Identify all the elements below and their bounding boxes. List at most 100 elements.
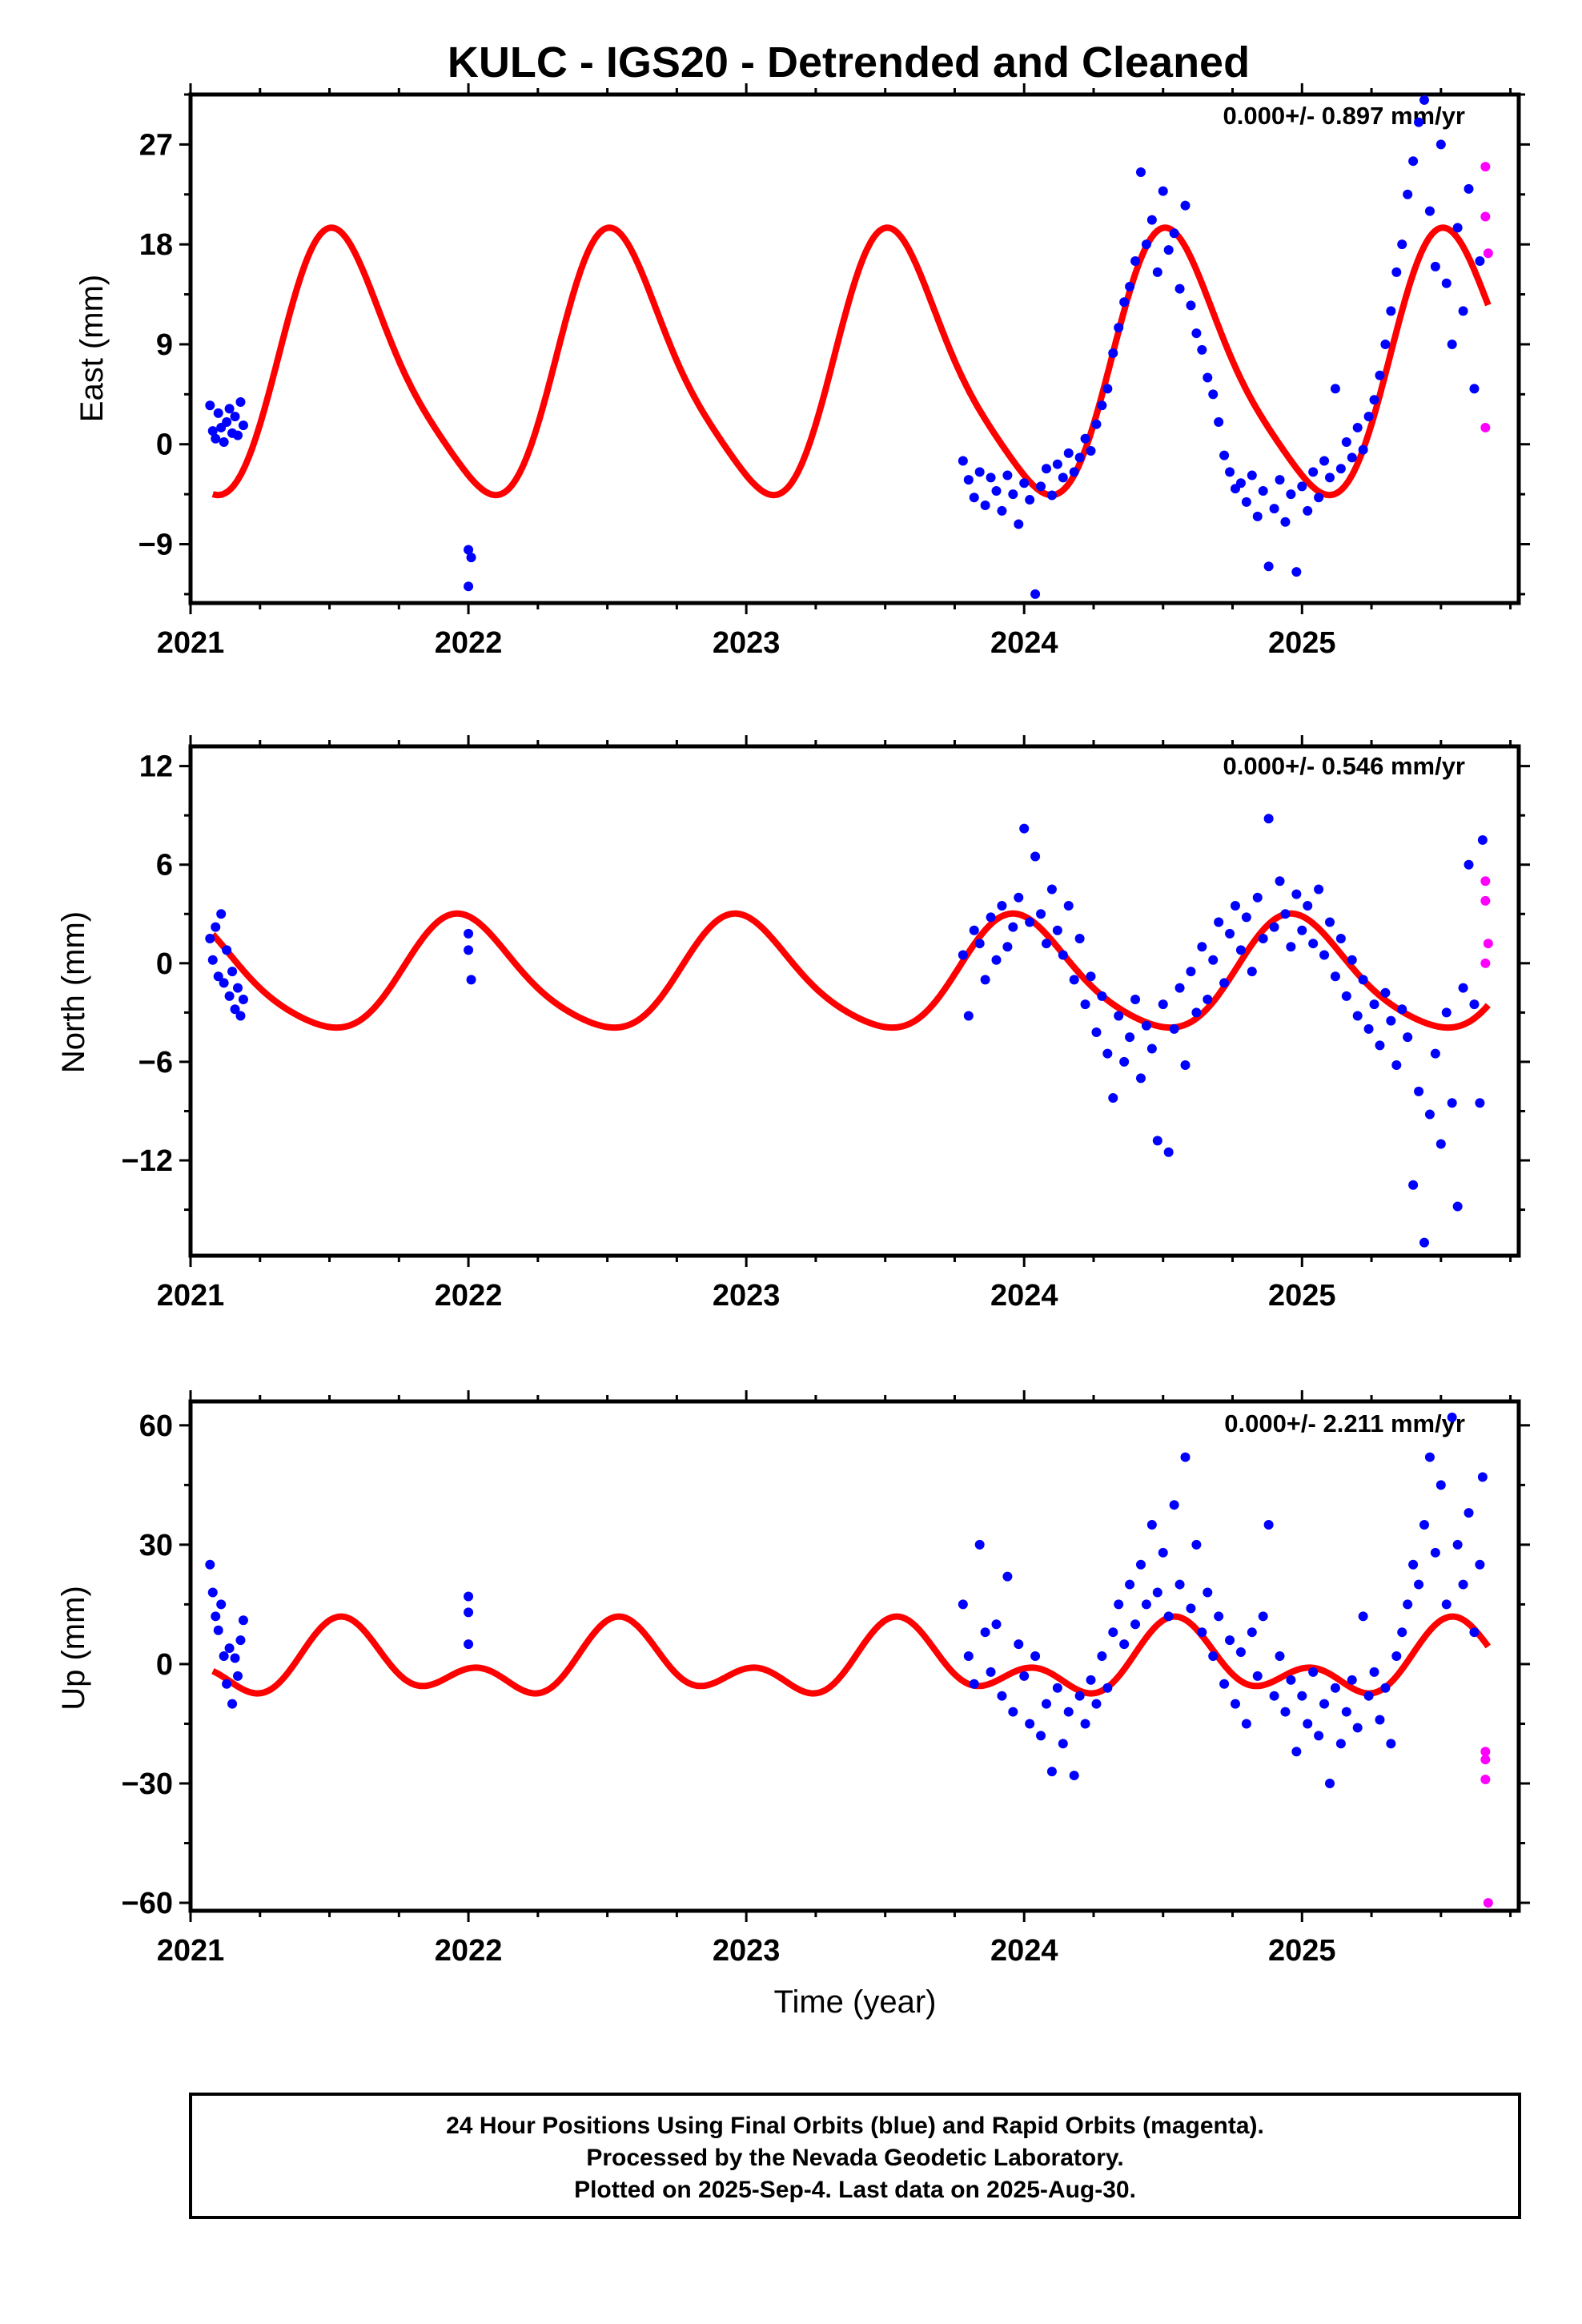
east-final-point	[969, 493, 979, 503]
east-final-point	[1386, 306, 1396, 316]
up-final-point	[1046, 1767, 1057, 1777]
north-final-point	[1158, 999, 1168, 1010]
north-final-point	[1108, 1093, 1118, 1104]
x-axis-label: Time (year)	[774, 1984, 937, 2020]
north-final-point	[464, 945, 474, 955]
east-final-point	[1458, 306, 1468, 316]
north-model-curve	[210, 910, 1491, 1031]
north-final-point	[1091, 1027, 1102, 1037]
north-final-point	[1191, 1007, 1202, 1018]
up-final-point	[1280, 1707, 1291, 1717]
north-final-point	[1235, 945, 1246, 955]
north-final-point	[1430, 1048, 1440, 1059]
north-final-point	[1330, 971, 1340, 982]
north-final-point	[1135, 1073, 1146, 1084]
up-final-point	[1036, 1731, 1046, 1741]
east-y-tick-label: −9	[139, 529, 173, 562]
north-final-point	[1391, 1060, 1402, 1071]
up-final-point	[1303, 1719, 1313, 1729]
north-final-point	[980, 975, 990, 985]
up-final-point	[207, 1587, 218, 1598]
north-final-point	[1369, 999, 1379, 1010]
north-final-point	[1347, 955, 1357, 965]
north-axis-label: North (mm)	[56, 911, 91, 1073]
north-final-point	[1063, 901, 1074, 911]
chart-title: KULC - IGS20 - Detrended and Cleaned	[448, 38, 1250, 86]
up-final-point	[1397, 1627, 1407, 1638]
up-final-point	[1241, 1719, 1251, 1729]
north-final-point	[1286, 942, 1296, 952]
up-final-point	[1335, 1739, 1346, 1749]
east-final-point	[211, 433, 221, 444]
north-final-point	[205, 934, 215, 944]
up-final-point	[224, 1643, 235, 1654]
north-final-point	[1036, 909, 1046, 919]
north-final-point	[1475, 1098, 1485, 1108]
north-final-point	[1086, 971, 1096, 982]
north-final-point	[1435, 1139, 1446, 1149]
east-final-point	[235, 397, 246, 408]
north-final-point	[1146, 1043, 1157, 1054]
east-final-point	[1303, 505, 1313, 516]
north-final-point	[1152, 1136, 1162, 1146]
east-final-point	[1214, 417, 1224, 428]
north-final-point	[1030, 851, 1041, 862]
east-final-point	[1430, 261, 1440, 271]
up-final-point	[1174, 1579, 1185, 1590]
up-final-point	[1469, 1627, 1480, 1638]
up-final-point	[1119, 1639, 1130, 1650]
east-final-point	[974, 467, 985, 477]
east-final-point	[1363, 412, 1374, 422]
north-final-point	[1469, 999, 1480, 1010]
east-final-point	[997, 505, 1007, 516]
north-final-point	[1397, 1004, 1407, 1015]
east-final-point	[1141, 239, 1151, 250]
north-final-point	[1352, 1011, 1363, 1021]
footer-box: 24 Hour Positions Using Final Orbits (bl…	[189, 2093, 1521, 2219]
north-final-point	[1314, 884, 1324, 895]
up-final-point	[1475, 1559, 1485, 1570]
north-final-point	[974, 939, 985, 949]
east-final-point	[1030, 589, 1041, 599]
north-final-point	[222, 945, 232, 955]
up-model-curve	[211, 1613, 1492, 1697]
up-final-point	[1008, 1707, 1018, 1717]
east-final-point	[1146, 215, 1157, 225]
up-final-point	[986, 1667, 996, 1677]
north-rate-annotation: 0.000+/- 0.546 mm/yr	[1223, 752, 1465, 780]
east-final-point	[1369, 395, 1379, 405]
north-final-point	[1258, 934, 1268, 944]
east-final-point	[1174, 283, 1185, 294]
east-final-point	[1191, 328, 1202, 339]
east-final-point	[1152, 267, 1162, 277]
east-final-point	[1080, 433, 1090, 444]
east-final-point	[1403, 189, 1413, 199]
north-final-point	[1169, 1023, 1179, 1034]
north-final-point	[1341, 991, 1351, 1001]
east-final-point	[219, 436, 229, 447]
up-final-point	[1314, 1731, 1324, 1741]
north-final-point	[1114, 1011, 1124, 1021]
east-final-point	[1041, 464, 1051, 474]
east-final-point	[1019, 478, 1030, 489]
north-y-tick-label: 12	[139, 750, 173, 784]
north-final-point	[1074, 934, 1085, 944]
north-final-point	[1052, 925, 1062, 935]
up-final-point	[1369, 1667, 1379, 1677]
east-final-point	[1397, 239, 1407, 250]
up-final-point	[1477, 1472, 1488, 1482]
north-final-point	[216, 909, 227, 919]
north-final-point	[1125, 1032, 1135, 1043]
footer-line-3: Plotted on 2025-Sep-4. Last data on 2025…	[574, 2177, 1136, 2203]
up-y-tick-label: 60	[139, 1409, 173, 1443]
footer-line-2: Processed by the Nevada Geodetic Laborat…	[586, 2145, 1123, 2171]
east-final-point	[1435, 139, 1446, 150]
east-x-tick-label: 2025	[1268, 626, 1336, 660]
up-final-point	[1408, 1559, 1419, 1570]
east-y-tick-label: 9	[156, 328, 173, 362]
north-final-point	[233, 983, 243, 993]
up-final-point	[1135, 1559, 1146, 1570]
up-final-point	[238, 1615, 248, 1626]
up-y-tick-label: 0	[156, 1648, 173, 1682]
